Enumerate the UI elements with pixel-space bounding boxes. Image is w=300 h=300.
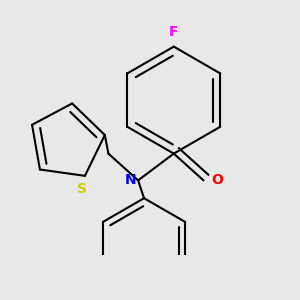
Text: S: S [77, 182, 87, 196]
Text: N: N [125, 173, 136, 188]
Text: F: F [169, 25, 178, 39]
Text: O: O [211, 173, 223, 188]
